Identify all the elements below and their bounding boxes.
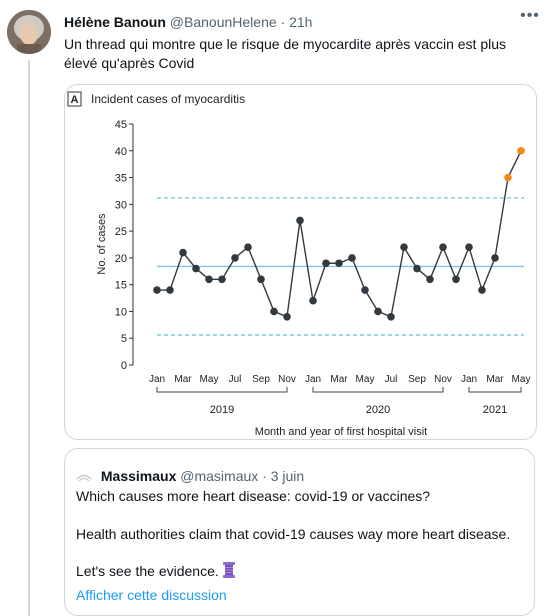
x-tick-label-14: May (512, 374, 531, 385)
x-tick-label-10: Sep (408, 374, 426, 385)
data-point-10 (283, 313, 291, 321)
myocarditis-chart: A Incident cases of myocarditis No. of c… (67, 91, 531, 438)
y-tick-label-40: 40 (115, 146, 127, 158)
quote-line-3-wrap: Let's see the evidence. (76, 562, 235, 580)
quote-author-handle[interactable]: @masimaux (180, 468, 259, 484)
year-bracket-2021 (468, 387, 522, 393)
tweet-time[interactable]: 21h (289, 14, 313, 30)
x-tick-label-6: Jan (305, 374, 321, 385)
quote-separator: · (262, 468, 267, 484)
x-axis-label: Month and year of first hospital visit (255, 426, 427, 438)
data-point-3 (192, 264, 200, 273)
y-tick-label-25: 25 (115, 226, 127, 238)
data-point-13 (322, 259, 330, 268)
data-point-25 (478, 286, 486, 294)
x-tick-label-5: Nov (278, 374, 296, 385)
author-name[interactable]: Hélène Banoun (64, 14, 166, 30)
panel-letter: A (71, 94, 79, 106)
year-label-2020: 2020 (366, 404, 390, 416)
y-tick-label-0: 0 (121, 360, 127, 372)
data-point-16 (361, 286, 369, 294)
x-tick-label-9: Jul (385, 374, 398, 385)
quote-author-name[interactable]: Massimaux (100, 468, 177, 484)
data-point-20 (413, 264, 421, 273)
data-point-18 (387, 313, 395, 321)
chart-title: Incident cases of myocarditis (91, 92, 245, 106)
data-point-12 (309, 296, 317, 305)
data-point-11 (296, 216, 304, 225)
x-tick-label-2: May (200, 374, 219, 385)
y-tick-label-10: 10 (115, 306, 127, 318)
data-point-8 (257, 275, 265, 284)
x-tick-label-0: Jan (149, 374, 165, 385)
data-point-22 (439, 243, 447, 251)
data-point-9 (270, 307, 278, 316)
data-point-21 (426, 275, 434, 284)
data-point-17 (374, 307, 382, 316)
show-thread-link[interactable]: Afficher cette discussion (76, 587, 227, 603)
data-point-5 (218, 275, 226, 284)
data-point-0 (153, 286, 161, 294)
header-separator: · (280, 14, 286, 30)
x-tick-label-1: Mar (174, 374, 192, 385)
author-avatar[interactable] (7, 10, 51, 54)
data-point-27 (504, 173, 512, 182)
x-tick-label-7: Mar (330, 374, 348, 385)
data-point-4 (205, 275, 213, 284)
y-tick-label-5: 5 (121, 333, 127, 345)
x-tick-label-4: Sep (252, 374, 270, 385)
x-tick-label-12: Jan (461, 374, 477, 385)
quote-line-3: Let's see the evidence. (76, 563, 219, 579)
year-label-2021: 2021 (483, 404, 507, 416)
y-tick-label-15: 15 (115, 280, 127, 292)
y-tick-label-45: 45 (115, 119, 127, 131)
thread-spool-icon (222, 562, 235, 578)
x-tick-label-13: Mar (486, 374, 504, 385)
data-point-23 (452, 275, 460, 284)
data-point-7 (244, 243, 252, 251)
series-line (157, 220, 496, 318)
data-point-6 (231, 254, 239, 262)
year-label-2019: 2019 (210, 404, 234, 416)
quote-line-1: Which causes more heart disease: covid-1… (76, 488, 431, 504)
x-tick-label-3: Jul (229, 374, 242, 385)
year-bracket-2019 (156, 387, 288, 393)
quote-date[interactable]: 3 juin (270, 468, 305, 484)
y-tick-label-30: 30 (115, 199, 127, 211)
quote-avatar[interactable] (76, 470, 92, 482)
data-point-1 (166, 286, 174, 294)
ellipsis-icon[interactable]: ••• (520, 7, 540, 24)
series-line-recent (494, 150, 522, 259)
y-tick-label-20: 20 (115, 253, 127, 265)
data-point-26 (491, 254, 499, 262)
data-point-14 (335, 259, 343, 268)
tweet-image[interactable]: A Incident cases of myocarditis No. of c… (64, 84, 537, 440)
author-handle[interactable]: @BanounHelene (169, 14, 277, 30)
tweet-header: Hélène Banoun @BanounHelene · 21h (64, 13, 312, 31)
thread-connector-line (28, 60, 30, 616)
avatar-photo (7, 10, 51, 54)
tweet-text: Un thread qui montre que le risque de my… (64, 36, 507, 71)
quote-header: Massimaux @masimaux · 3 juin (76, 467, 304, 485)
x-tick-label-8: May (356, 374, 375, 385)
data-point-24 (465, 243, 473, 251)
data-point-2 (179, 248, 187, 257)
data-point-19 (400, 243, 408, 251)
panel-letter-box (67, 91, 82, 107)
data-point-15 (348, 254, 356, 262)
y-tick-label-35: 35 (115, 173, 127, 185)
data-point-28 (517, 146, 525, 155)
y-axis-label: No. of cases (96, 213, 108, 275)
year-bracket-2020 (312, 387, 444, 393)
quoted-tweet[interactable]: Massimaux @masimaux · 3 juin Which cause… (64, 448, 535, 616)
quote-line-2: Health authorities claim that covid-19 c… (76, 526, 511, 542)
x-tick-label-11: Nov (434, 374, 452, 385)
